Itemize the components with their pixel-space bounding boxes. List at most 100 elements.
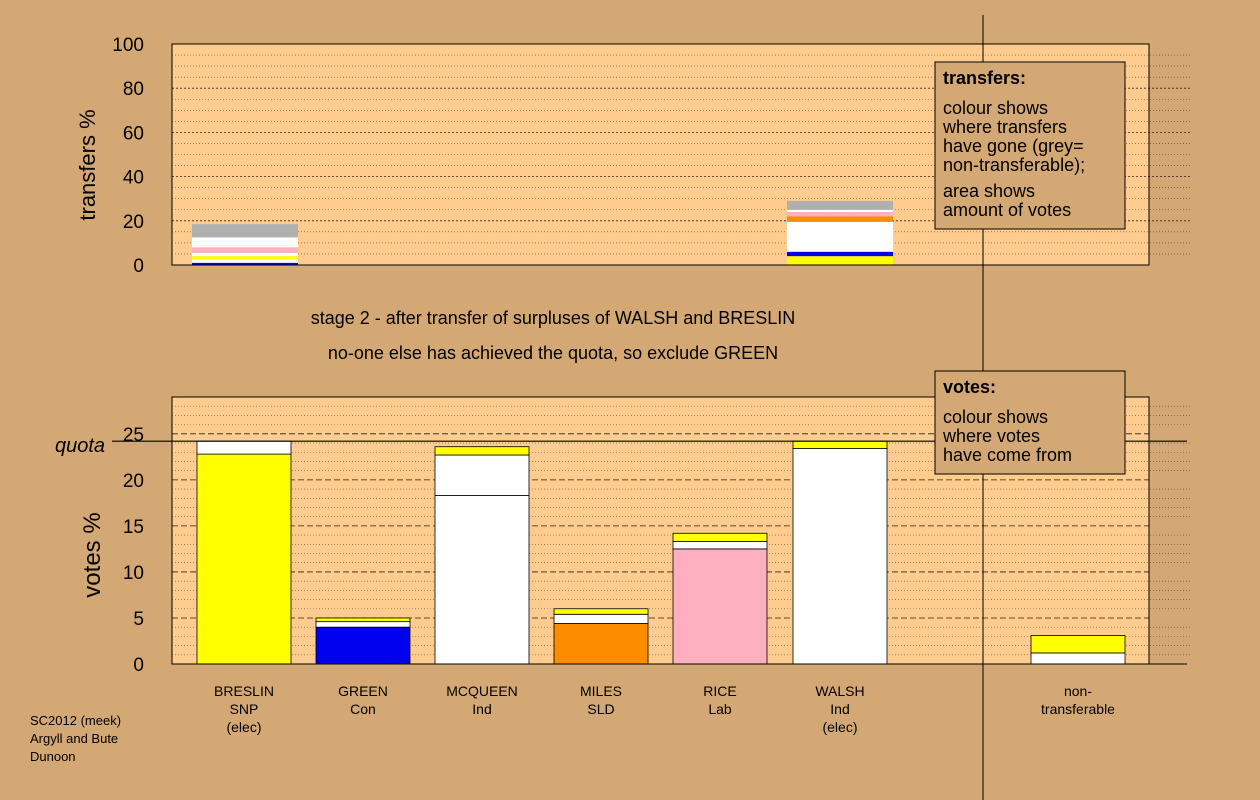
- footer-line: SC2012 (meek): [30, 713, 121, 728]
- footer-line: Argyll and Bute: [30, 731, 118, 746]
- y-tick-label: 60: [123, 123, 144, 144]
- y-tick-label: 100: [112, 35, 144, 56]
- transfer-bar: [192, 224, 298, 265]
- y-tick-label: 20: [123, 471, 144, 492]
- transfers-legend-line: colour shows: [943, 98, 1048, 118]
- vote-bar: [792, 440, 888, 665]
- quota-label: quota: [55, 435, 105, 457]
- vote-bar: [1030, 635, 1126, 665]
- transfer-segment: [787, 244, 893, 252]
- transfer-segment: [787, 211, 893, 217]
- vote-segment: [553, 623, 649, 665]
- candidate-label: RICE: [703, 683, 736, 699]
- vote-segment: [553, 613, 649, 624]
- candidate-label: WALSH: [815, 683, 864, 699]
- votes-legend-line: colour shows: [943, 407, 1048, 427]
- candidate-label: MCQUEEN: [446, 683, 518, 699]
- votes-legend: votes: colour shows where votes have com…: [934, 370, 1126, 475]
- candidate-label: Lab: [708, 701, 732, 717]
- candidate-label: BRESLIN: [214, 683, 274, 699]
- transfer-segment: [787, 209, 893, 212]
- transfer-segment: [787, 216, 893, 222]
- transfer-bar: [787, 200, 893, 265]
- vote-segment: [672, 548, 768, 665]
- transfer-segment: [787, 200, 893, 210]
- vote-segment: [434, 495, 530, 665]
- transfer-segment: [192, 252, 298, 257]
- votes-legend-title: votes:: [943, 377, 996, 397]
- candidate-labels: BRESLIN SNP (elec) GREEN Con MCQUEEN Ind MILES S…: [214, 683, 1115, 735]
- transfer-segment: [192, 262, 298, 265]
- y-tick-label: 40: [123, 168, 144, 189]
- vote-segment: [315, 617, 411, 623]
- transfers-legend-line: amount of votes: [943, 200, 1071, 220]
- votes-legend-line: have come from: [943, 445, 1072, 465]
- y-tick-label: 25: [123, 425, 144, 446]
- candidate-label: Ind: [472, 701, 491, 717]
- vote-bar: [672, 532, 768, 665]
- candidate-label: transferable: [1041, 701, 1115, 717]
- stage-caption: stage 2 - after transfer of surpluses of…: [311, 308, 796, 328]
- transfers-legend-title: transfers:: [943, 68, 1026, 88]
- transfers-legend-line: area shows: [943, 181, 1035, 201]
- y-tick-label: 15: [123, 517, 144, 538]
- candidate-label: Ind: [830, 701, 849, 717]
- candidate-label: MILES: [580, 683, 622, 699]
- candidate-label: Con: [350, 701, 376, 717]
- vote-bar: [553, 608, 649, 665]
- transfers-legend-line: where transfers: [942, 117, 1067, 137]
- vote-segment: [196, 453, 292, 665]
- stage-action-caption: no-one else has achieved the quota, so e…: [328, 343, 778, 363]
- transfer-segment: [192, 224, 298, 238]
- vote-segment: [315, 626, 411, 665]
- transfers-y-axis-label: transfers %: [75, 109, 100, 220]
- footer-line: Dunoon: [30, 749, 76, 764]
- candidate-label: (elec): [822, 719, 857, 735]
- transfer-segment: [787, 221, 893, 245]
- votes-plot-frame: [171, 396, 1150, 665]
- vote-bar: [434, 446, 530, 665]
- transfer-segment: [192, 241, 298, 246]
- vote-segment: [792, 448, 888, 665]
- transfer-segment: [192, 256, 298, 260]
- transfers-legend-box: [934, 61, 1126, 230]
- vote-bar: [196, 440, 292, 665]
- candidate-label: (elec): [226, 719, 261, 735]
- transfers-legend: transfers: colour shows where transfers …: [934, 61, 1126, 230]
- vote-segment: [1030, 652, 1126, 665]
- votes-legend-box: [934, 370, 1126, 475]
- candidate-label: SLD: [587, 701, 614, 717]
- votes-y-ticks: 0 5 10 15 20 25: [123, 425, 144, 676]
- transfer-segment: [192, 245, 298, 248]
- vote-segment: [196, 440, 292, 455]
- transfers-y-ticks: 0 20 40 60 80 100: [112, 35, 144, 277]
- vote-segment: [434, 446, 530, 456]
- vote-segment: [315, 621, 411, 628]
- candidate-label: SNP: [230, 701, 259, 717]
- election-footer: SC2012 (meek) Argyll and Bute Dunoon: [30, 713, 121, 764]
- votes-legend-line: where votes: [942, 426, 1040, 446]
- vote-segment: [434, 454, 530, 496]
- y-tick-label: 0: [133, 256, 144, 277]
- vote-segment: [553, 608, 649, 615]
- y-tick-label: 5: [133, 609, 144, 630]
- transfers-legend-line: non-transferable);: [943, 155, 1085, 175]
- votes-y-axis-label: votes %: [79, 512, 106, 597]
- candidate-label: non-: [1064, 683, 1092, 699]
- candidate-label: GREEN: [338, 683, 388, 699]
- vote-segment: [672, 532, 768, 542]
- transfer-segment: [192, 247, 298, 253]
- y-tick-label: 0: [133, 655, 144, 676]
- vote-segment: [672, 541, 768, 550]
- transfer-segment: [787, 256, 893, 265]
- transfer-segment: [192, 237, 298, 242]
- transfers-legend-line: have gone (grey=: [943, 136, 1084, 156]
- vote-bar: [315, 617, 411, 665]
- transfers-bars: [192, 200, 893, 265]
- transfer-segment: [787, 251, 893, 257]
- transfers-plot-frame: [171, 43, 1150, 266]
- y-tick-label: 10: [123, 563, 144, 584]
- transfer-segment: [192, 259, 298, 263]
- y-tick-label: 20: [123, 212, 144, 233]
